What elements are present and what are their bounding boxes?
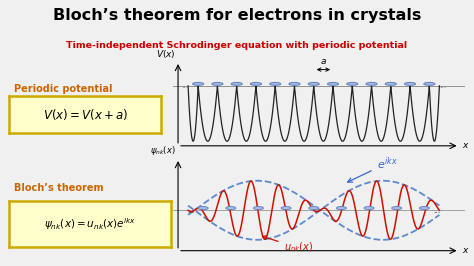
Text: $V(x) = V(x + a)$: $V(x) = V(x + a)$ [43,107,128,122]
Circle shape [364,206,374,210]
Text: ...: ... [181,81,188,90]
Circle shape [212,82,223,85]
Text: $\psi_{nk}(x)$: $\psi_{nk}(x)$ [150,144,175,157]
Circle shape [419,206,429,210]
Text: Periodic potential: Periodic potential [14,84,113,94]
Text: Time-independent Schrodinger equation with periodic potential: Time-independent Schrodinger equation wi… [66,41,408,50]
Text: Bloch’s theorem for electrons in crystals: Bloch’s theorem for electrons in crystal… [53,8,421,23]
Circle shape [337,206,346,210]
Text: ...: ... [439,81,447,90]
Circle shape [328,82,338,85]
Text: $x$: $x$ [462,141,470,150]
Circle shape [192,82,204,85]
Circle shape [366,82,377,85]
Circle shape [309,206,319,210]
Text: $\psi_{nk}(x) = u_{nk}(x)e^{ikx}$: $\psi_{nk}(x) = u_{nk}(x)e^{ikx}$ [44,216,136,232]
Text: Bloch’s theorem: Bloch’s theorem [14,182,104,193]
Text: $e^{ikx}$: $e^{ikx}$ [347,155,397,182]
Circle shape [231,82,242,85]
Circle shape [385,82,396,85]
Text: ...: ... [433,206,440,215]
Circle shape [281,206,291,210]
Text: $u_{nk}(x)$: $u_{nk}(x)$ [263,236,313,255]
Circle shape [254,206,264,210]
Circle shape [308,82,319,85]
Text: $a$: $a$ [320,57,327,66]
Circle shape [270,82,281,85]
Circle shape [404,82,416,85]
Circle shape [289,82,300,85]
Text: $x$: $x$ [462,246,470,255]
Circle shape [250,82,262,85]
Text: ...: ... [187,206,194,215]
Text: ...: ... [433,206,440,215]
Circle shape [226,206,236,210]
Circle shape [347,82,358,85]
Circle shape [424,82,435,85]
Text: $V(x)$: $V(x)$ [156,48,175,60]
Circle shape [392,206,401,210]
Text: ...: ... [187,206,194,215]
Circle shape [198,206,208,210]
